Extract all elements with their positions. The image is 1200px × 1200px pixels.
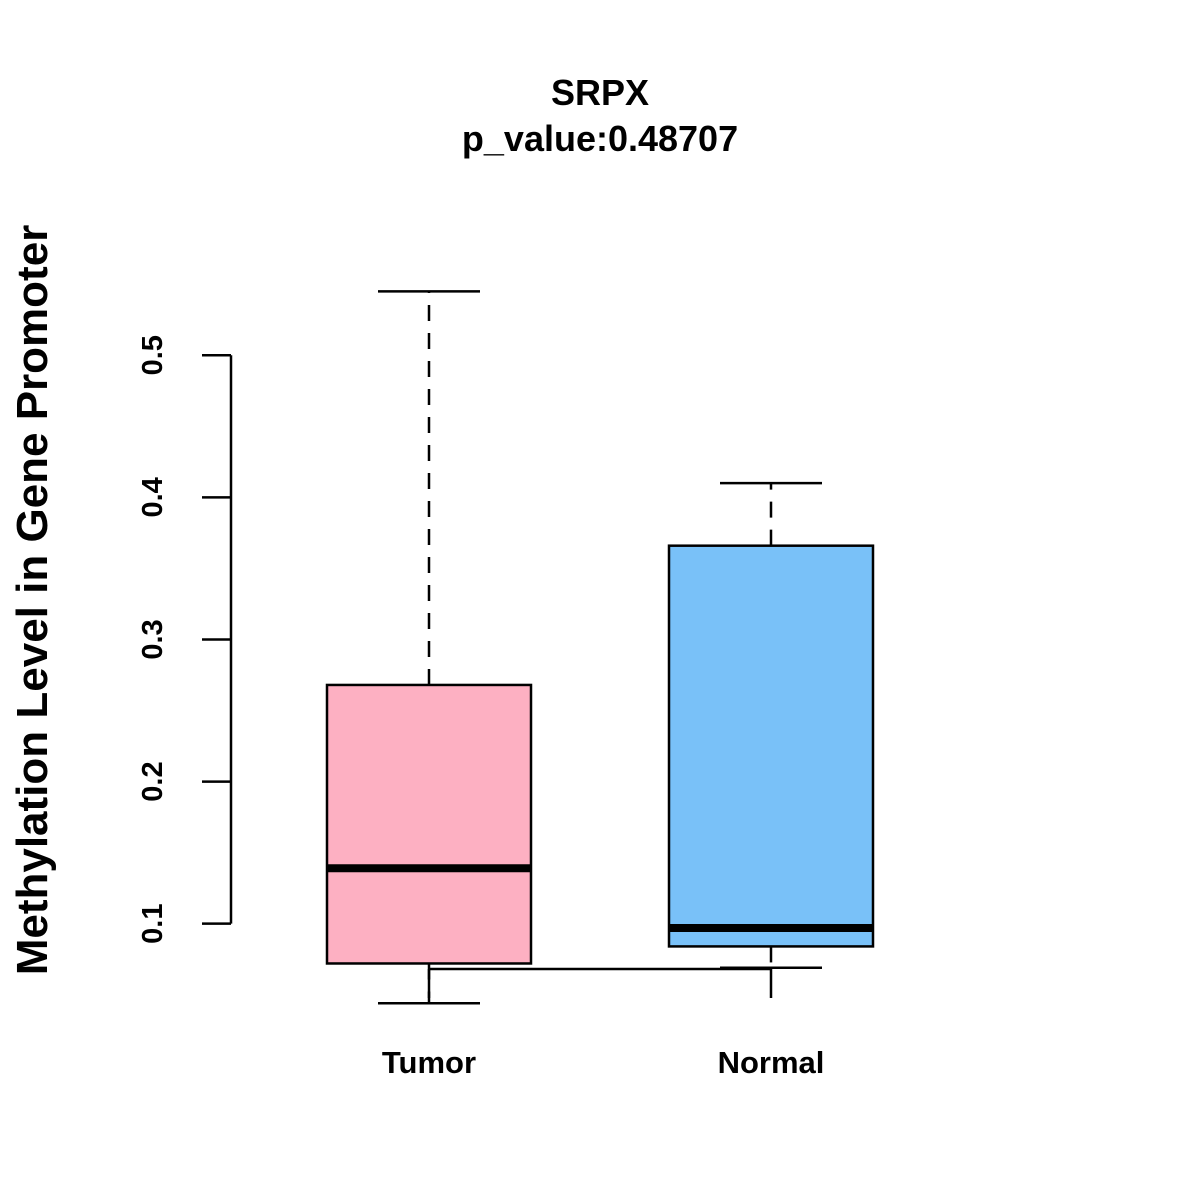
y-axis: 0.1 0.2 0.3 0.4 0.5 [137, 335, 233, 944]
y-tick-label: 0.5 [137, 335, 169, 375]
y-tick-label: 0.4 [137, 477, 169, 517]
chart-title: SRPX [551, 72, 649, 113]
y-axis-label: Methylation Level in Gene Promoter [8, 225, 57, 976]
x-tick-label-tumor: Tumor [382, 1045, 476, 1080]
y-tick-label: 0.2 [137, 761, 169, 801]
y-tick-label: 0.1 [137, 904, 169, 944]
box-rect-normal [667, 544, 875, 948]
y-tick-label: 0.3 [137, 619, 169, 659]
boxes-group [325, 290, 875, 1005]
box-tumor [325, 290, 533, 1005]
chart-subtitle: p_value:0.48707 [462, 118, 738, 159]
box-normal [667, 481, 875, 969]
x-tick-label-normal: Normal [718, 1045, 825, 1080]
box-rect-tumor [325, 683, 533, 965]
